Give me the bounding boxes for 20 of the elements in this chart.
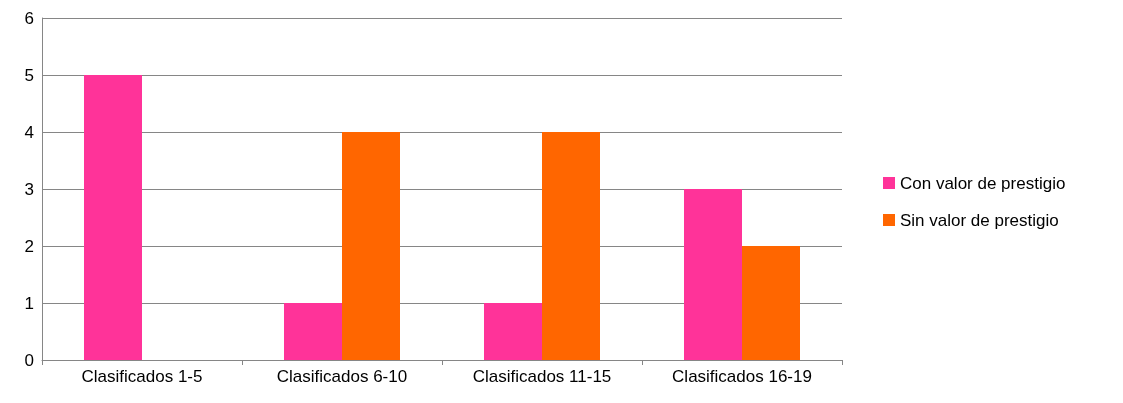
bar <box>684 189 742 360</box>
bar <box>742 246 800 360</box>
y-tick-label: 4 <box>24 122 34 142</box>
x-tick-label: Clasificados 6-10 <box>276 367 408 386</box>
legend-label: Sin valor de prestigio <box>900 210 1059 230</box>
x-tick-label: Clasificados 16-19 <box>672 367 812 386</box>
y-tick-label: 0 <box>24 350 34 370</box>
y-tick-label: 3 <box>24 179 34 199</box>
x-tick-label: Clasificados 11-15 <box>472 367 612 386</box>
bar <box>84 75 142 360</box>
y-tick-label: 5 <box>24 65 34 85</box>
bar <box>342 132 400 360</box>
y-tick-label: 6 <box>24 8 34 28</box>
y-tick-label: 2 <box>24 236 34 256</box>
bar <box>484 303 542 360</box>
legend-label: Con valor de prestigio <box>900 173 1066 193</box>
bar <box>284 303 342 360</box>
bar <box>542 132 600 360</box>
y-tick-label: 1 <box>24 293 34 313</box>
x-tick-label: Clasificados 1-5 <box>81 367 203 386</box>
